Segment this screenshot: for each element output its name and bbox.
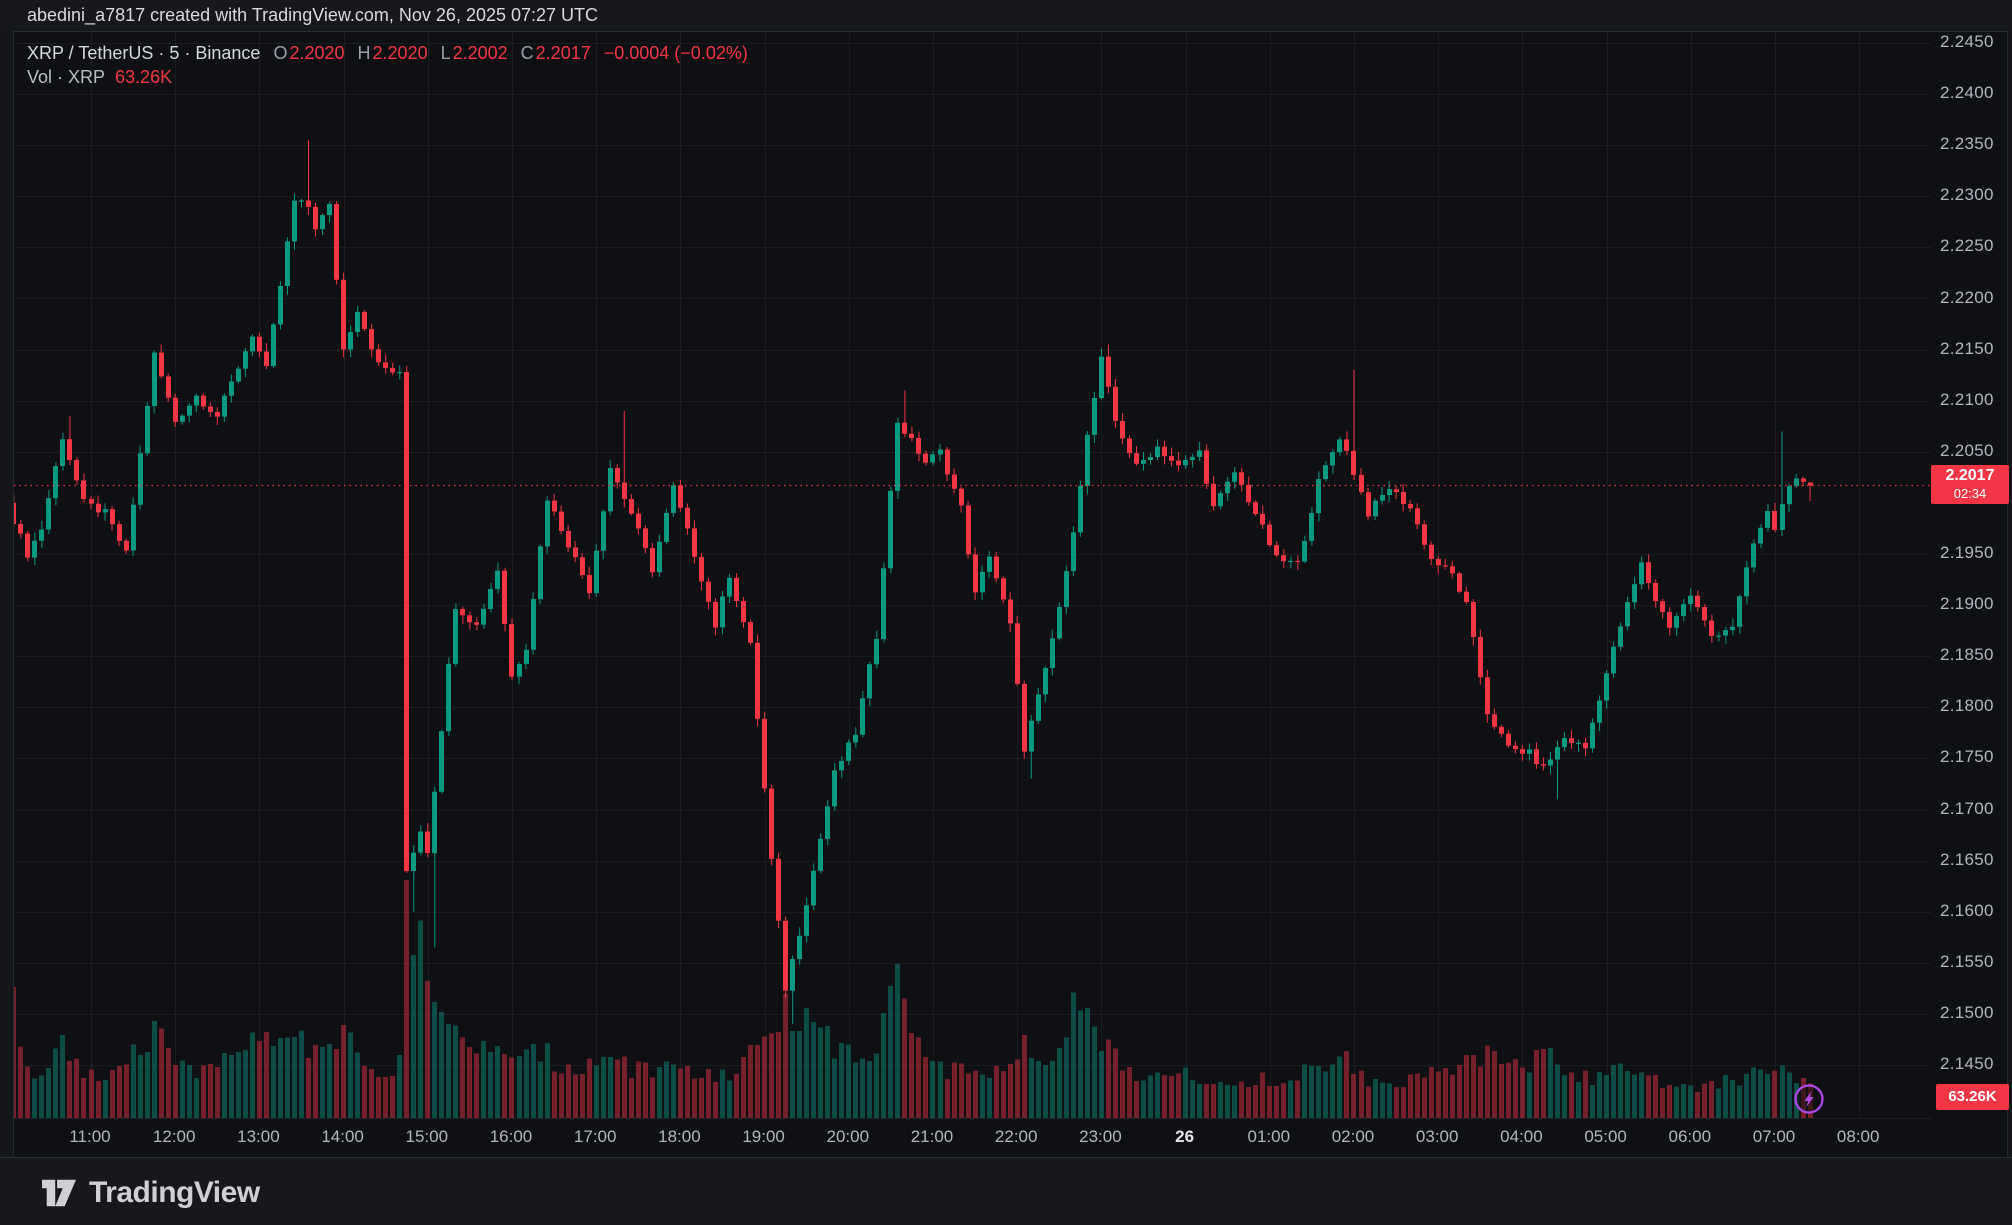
grid-lines: [14, 32, 1931, 1118]
time-tick-label: 03:00: [1415, 1127, 1459, 1146]
price-tick-label: 2.1600: [1940, 900, 1994, 920]
ohlc-high-value: 2.2020: [372, 43, 428, 63]
time-tick-label: 08:00: [1836, 1127, 1880, 1146]
time-tick-label: 23:00: [1079, 1127, 1122, 1146]
time-tick-label: 12:00: [152, 1127, 196, 1146]
time-tick-label: 07:00: [1752, 1127, 1796, 1146]
time-tick-label: 21:00: [910, 1127, 954, 1146]
time-tick-label: 17:00: [573, 1127, 617, 1146]
attribution-text: abedini_a7817 created with TradingView.c…: [27, 5, 599, 25]
price-tick-label: 2.2250: [1940, 236, 1994, 256]
time-tick-label: 11:00: [69, 1127, 111, 1146]
time-tick-label: 15:00: [405, 1127, 449, 1146]
time-tick-label: 05:00: [1584, 1127, 1627, 1146]
current-price-badge: 2.2017 02:34: [1931, 465, 2009, 504]
time-tick-label: 02:00: [1331, 1127, 1375, 1146]
tradingview-logomark: [42, 1179, 76, 1207]
time-tick-label: 16:00: [489, 1127, 533, 1146]
time-tick-label: 19:00: [742, 1127, 785, 1146]
price-change: −0.0004 (−0.02%): [603, 43, 748, 63]
time-tick-label: 22:00: [994, 1127, 1038, 1146]
price-tick-label: 2.2300: [1940, 185, 1994, 205]
legend-volume-row[interactable]: Vol · XRP 63.26K: [27, 65, 748, 89]
price-tick-label: 2.1750: [1940, 747, 1994, 767]
ohlc-low-value: 2.2002: [452, 43, 508, 63]
price-tick-label: 2.2200: [1940, 287, 1994, 307]
ohlc-high-label: H: [357, 43, 371, 63]
price-tick-label: 2.2350: [1940, 134, 1994, 154]
price-tick-label: 2.2100: [1940, 389, 1994, 409]
chart-pane[interactable]: [13, 31, 2008, 1159]
time-tick-label: 26: [1175, 1127, 1195, 1146]
bar-countdown: 02:34: [1953, 486, 1987, 501]
volume-study-value: 63.26K: [115, 67, 173, 87]
ohlc-low-label: L: [440, 43, 451, 63]
ohlc-open-label: O: [273, 43, 288, 63]
legend-symbol-row[interactable]: XRP / TetherUS · 5 · Binance O 2.2020 H 2.20…: [27, 41, 748, 65]
volume-study-label[interactable]: Vol · XRP: [27, 67, 106, 87]
ohlc-close-value: 2.2017: [535, 43, 591, 63]
price-tick-label: 2.2050: [1940, 440, 1994, 460]
time-tick-label: 06:00: [1668, 1127, 1712, 1146]
price-tick-label: 2.2400: [1940, 83, 1994, 103]
price-tick-label: 2.2450: [1940, 32, 1994, 51]
price-tick-label: 2.1700: [1940, 798, 1994, 818]
time-tick-label: 01:00: [1247, 1127, 1291, 1146]
time-tick-label: 20:00: [826, 1127, 870, 1146]
price-tick-label: 2.1550: [1940, 951, 1994, 971]
ohlc-close-label: C: [520, 43, 534, 63]
footer-bar: TradingView: [0, 1157, 2012, 1225]
ohlc-open-value: 2.2020: [289, 43, 345, 63]
price-tick-label: 2.1800: [1940, 696, 1994, 716]
time-tick-label: 14:00: [321, 1127, 364, 1146]
time-tick-label: 18:00: [658, 1127, 701, 1146]
volume-bars: [14, 880, 1813, 1118]
time-tick-label: 04:00: [1500, 1127, 1543, 1146]
time-tick-label: 13:00: [237, 1127, 280, 1146]
chart-canvas[interactable]: [14, 32, 2007, 1158]
price-tick-label: 2.1900: [1940, 594, 1994, 614]
price-tick-label: 2.1850: [1940, 645, 1994, 665]
price-tick-label: 2.1950: [1940, 543, 1994, 562]
price-tick-label: 2.1450: [1940, 1054, 1994, 1073]
current-price-value: 2.2017: [1945, 467, 1995, 484]
price-tick-label: 2.1500: [1940, 1002, 1994, 1022]
price-tick-label: 2.1650: [1940, 849, 1994, 869]
symbol-title[interactable]: XRP / TetherUS · 5 · Binance: [27, 43, 261, 63]
volume-value-badge: 63.26K: [1936, 1084, 2009, 1110]
attribution-bar: abedini_a7817 created with TradingView.c…: [0, 0, 2012, 31]
tradingview-logo[interactable]: TradingView: [42, 1176, 260, 1210]
tradingview-wordmark: TradingView: [89, 1176, 260, 1209]
chart-legend: XRP / TetherUS · 5 · Binance O 2.2020 H 2.20…: [27, 41, 748, 89]
candles: [14, 140, 1813, 1025]
price-tick-label: 2.2150: [1940, 338, 1994, 358]
boost-lightning-icon[interactable]: [1793, 1083, 1825, 1115]
